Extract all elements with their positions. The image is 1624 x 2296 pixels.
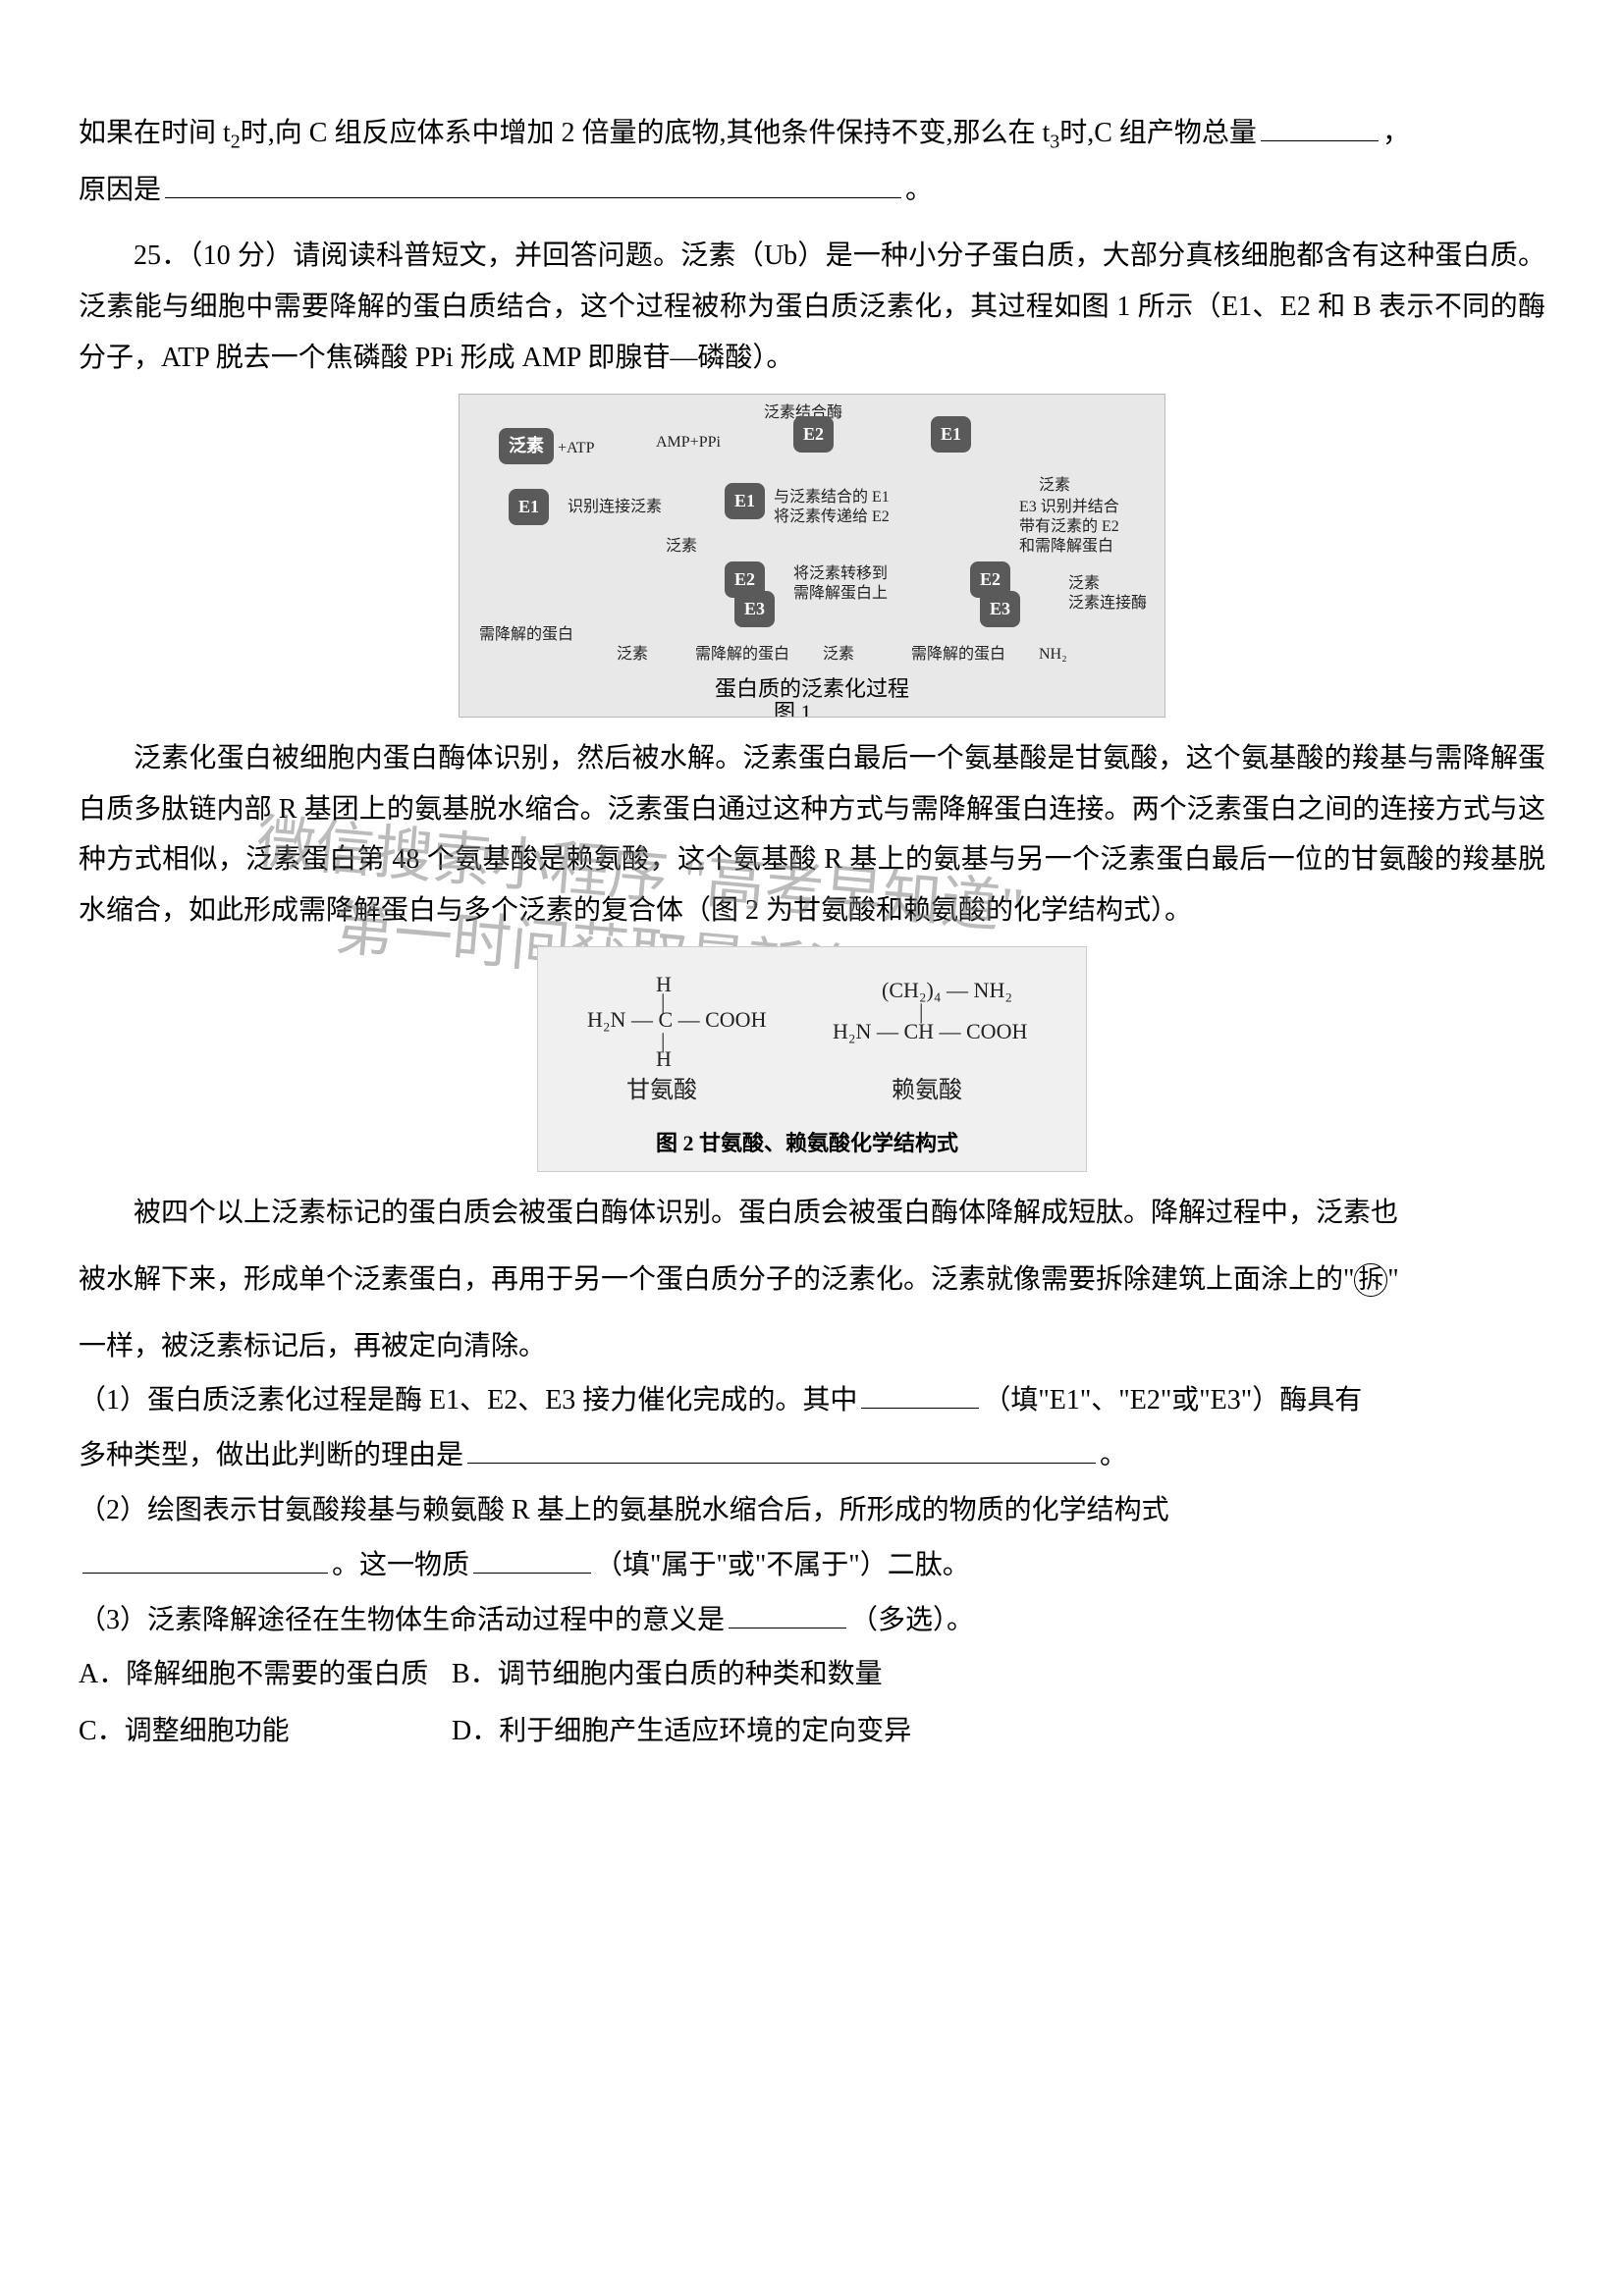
option-a[interactable]: A．降解细胞不需要的蛋白质 bbox=[79, 1649, 442, 1700]
q25-intro: 25．（10 分）请阅读科普短文，并回答问题。泛素（Ub）是一种小分子蛋白质，大… bbox=[79, 231, 1545, 383]
fill-blank[interactable] bbox=[82, 1540, 328, 1574]
subq2-line2: 。这一物质 （填"属于"或"不属于"）二肽。 bbox=[79, 1540, 1545, 1591]
amp-label: AMP+PPi bbox=[656, 428, 721, 457]
figure-1-container: 泛素结合酶 泛素 +ATP AMP+PPi E2 E1 E1 识别连接泛素 E1… bbox=[79, 394, 1545, 718]
para-after-3: 一样，被泛素标记后，再被定向清除。 bbox=[79, 1321, 1545, 1372]
text: 时,向 C 组反应体系中增加 2 倍量的底物,其他条件保持不变,那么在 t bbox=[241, 118, 1050, 148]
fill-blank[interactable] bbox=[1261, 108, 1379, 141]
text: 。这一物质 bbox=[332, 1550, 469, 1580]
text: 原因是 bbox=[79, 175, 161, 205]
text: 被水解下来，形成单个泛素蛋白，再用于另一个蛋白质分子的泛素化。泛素就像需要拆除建… bbox=[79, 1264, 1354, 1295]
para-mid: 泛素化蛋白被细胞内蛋白酶体识别，然后被水解。泛素蛋白最后一个氨基酸是甘氨酸，这个… bbox=[79, 733, 1545, 936]
gly-main: H₂N — C — COOH bbox=[587, 1000, 766, 1041]
fill-blank[interactable] bbox=[467, 1431, 1096, 1465]
ub-link: 泛素连接酶 bbox=[1068, 589, 1147, 618]
ub-b1: 泛素 bbox=[617, 640, 648, 669]
label-c2: 需降解蛋白上 bbox=[793, 579, 888, 609]
e3-mid: E3 bbox=[734, 591, 775, 627]
text: 时,C 组产物总量 bbox=[1059, 118, 1257, 148]
e2-node: E2 bbox=[793, 416, 834, 453]
e3-r: E3 bbox=[980, 591, 1020, 627]
figure-2: H | H₂N — C — COOH | H 甘氨酸 (CH₂)₄ — NH₂ … bbox=[537, 946, 1087, 1172]
text: （填"E1"、"E2"或"E3"）酶具有 bbox=[983, 1385, 1362, 1415]
q24-line2: 原因是 。 bbox=[79, 165, 1545, 216]
text: ， bbox=[1382, 118, 1410, 148]
lys-label: 赖氨酸 bbox=[892, 1069, 962, 1112]
ub-node: 泛素 bbox=[499, 428, 554, 464]
ub-b2: 泛素 bbox=[823, 640, 854, 669]
sub: 3 bbox=[1050, 132, 1059, 153]
text: （填"属于"或"不属于"）二肽。 bbox=[595, 1550, 970, 1580]
mid-wrap: 泛素化蛋白被细胞内蛋白酶体识别，然后被水解。泛素蛋白最后一个氨基酸是甘氨酸，这个… bbox=[79, 733, 1545, 936]
subq1-line1: （1）蛋白质泛素化过程是酶 E1、E2、E3 接力催化完成的。其中 （填"E1"、… bbox=[79, 1375, 1545, 1426]
subq1-line2: 多种类型，做出此判断的理由是 。 bbox=[79, 1430, 1545, 1481]
text: 如果在时间 t bbox=[79, 118, 231, 148]
page-content: 如果在时间 t2时,向 C 组反应体系中增加 2 倍量的底物,其他条件保持不变,… bbox=[79, 108, 1545, 1757]
q24-line1: 如果在时间 t2时,向 C 组反应体系中增加 2 倍量的底物,其他条件保持不变,… bbox=[79, 108, 1545, 161]
subq2-line1: （2）绘图表示甘氨酸羧基与赖氨酸 R 基上的氨基脱水缩合后，所形成的物质的化学结… bbox=[79, 1485, 1545, 1536]
option-c[interactable]: C．调整细胞功能 bbox=[79, 1706, 442, 1757]
para-after-1: 被四个以上泛素标记的蛋白质会被蛋白酶体识别。蛋白质会被蛋白酶体降解成短肽。降解过… bbox=[79, 1188, 1545, 1239]
fill-blank[interactable] bbox=[165, 165, 901, 198]
ub-small: 泛素 bbox=[666, 532, 697, 561]
fig1-caption1: 蛋白质的泛素化过程 bbox=[715, 669, 909, 710]
fig2-caption: 图 2 甘氨酸、赖氨酸化学结构式 bbox=[656, 1124, 958, 1164]
text: （多选）。 bbox=[850, 1605, 974, 1635]
text: （1）蛋白质泛素化过程是酶 E1、E2、E3 接力催化完成的。其中 bbox=[79, 1385, 857, 1415]
gly-label: 甘氨酸 bbox=[626, 1069, 697, 1112]
figure-1: 泛素结合酶 泛素 +ATP AMP+PPi E2 E1 E1 识别连接泛素 E1… bbox=[459, 394, 1165, 718]
para-after-2: 被水解下来，形成单个泛素蛋白，再用于另一个蛋白质分子的泛素化。泛素就像需要拆除建… bbox=[79, 1255, 1545, 1306]
e1-node: E1 bbox=[509, 489, 549, 525]
nh2: NH₂ bbox=[1039, 640, 1067, 669]
option-d[interactable]: D．利于细胞产生适应环境的定向变异 bbox=[452, 1706, 1545, 1757]
label-left: 识别连接泛素 bbox=[568, 493, 662, 522]
lys-main: H₂N — CH — COOH bbox=[833, 1012, 1027, 1052]
fill-blank[interactable] bbox=[473, 1540, 591, 1574]
subq3: （3）泛素降解途径在生物体生命活动过程中的意义是 （多选）。 bbox=[79, 1595, 1545, 1646]
atp-label: +ATP bbox=[558, 434, 594, 463]
options-grid: A．降解细胞不需要的蛋白质 B．调节细胞内蛋白质的种类和数量 C．调整细胞功能 … bbox=[79, 1649, 1545, 1757]
text: 多种类型，做出此判断的理由是 bbox=[79, 1440, 463, 1470]
label-br: 需降解的蛋白 bbox=[911, 640, 1005, 669]
text: 。 bbox=[1100, 1440, 1127, 1470]
e1-node-top: E1 bbox=[931, 416, 971, 453]
text: " bbox=[1387, 1264, 1398, 1295]
option-b[interactable]: B．调节细胞内蛋白质的种类和数量 bbox=[452, 1649, 1545, 1700]
label-right3: 和需降解蛋白 bbox=[1019, 532, 1113, 561]
sub: 2 bbox=[231, 132, 241, 153]
text: 。 bbox=[905, 175, 933, 205]
e1-node-mid: E1 bbox=[725, 483, 765, 519]
label-bm: 需降解的蛋白 bbox=[695, 640, 789, 669]
fill-blank[interactable] bbox=[861, 1376, 979, 1410]
fig1-caption2: 图 1 bbox=[774, 693, 812, 718]
fill-blank[interactable] bbox=[729, 1595, 846, 1629]
label-mid2: 将泛素传递给 E2 bbox=[774, 503, 890, 532]
text: （3）泛素降解途径在生物体生命活动过程中的意义是 bbox=[79, 1605, 725, 1635]
figure-2-container: H | H₂N — C — COOH | H 甘氨酸 (CH₂)₄ — NH₂ … bbox=[79, 946, 1545, 1172]
label-bl: 需降解的蛋白 bbox=[479, 620, 573, 650]
lys-top: (CH₂)₄ — NH₂ bbox=[882, 971, 1012, 1011]
circled-char: 拆 bbox=[1354, 1263, 1387, 1297]
